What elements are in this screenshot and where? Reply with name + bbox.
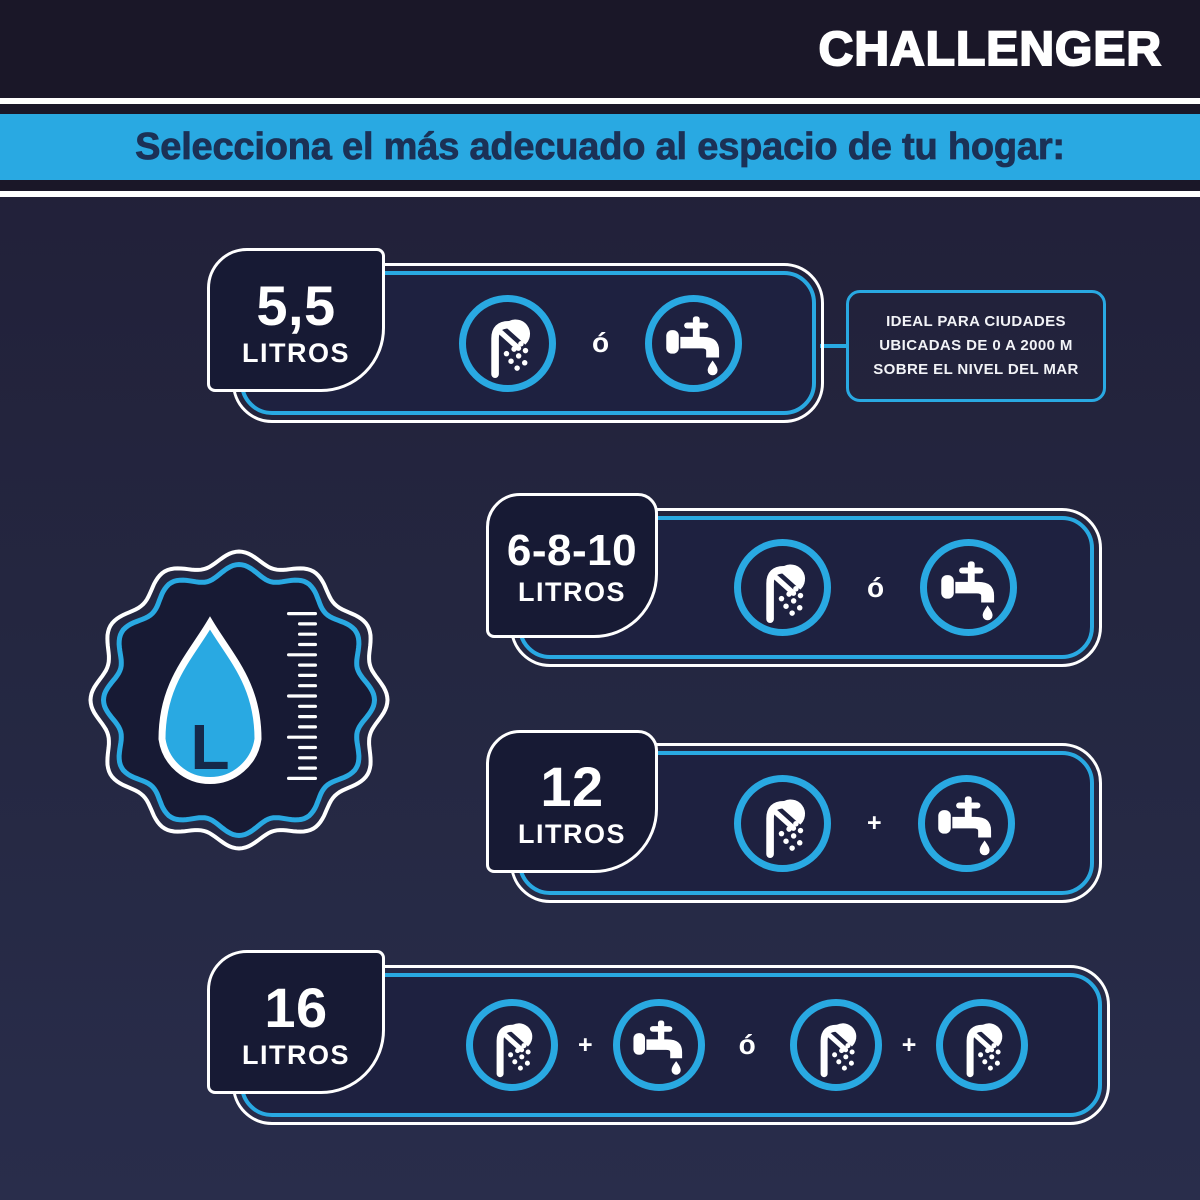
altitude-note: IDEAL PARA CIUDADES UBICADAS DE 0 A 2000… — [846, 290, 1106, 402]
plus-separator: + — [901, 1030, 917, 1059]
shower-icon — [789, 999, 882, 1091]
top-band — [0, 0, 1200, 98]
shower-icon — [936, 999, 1029, 1091]
usage-icons: ó — [734, 520, 1018, 655]
plus-separator: + — [867, 808, 882, 837]
capacity-value: 5,5 — [256, 273, 336, 337]
band-gap — [0, 104, 1200, 114]
capacity-value: 16 — [264, 975, 328, 1039]
ruler-icon — [287, 612, 317, 780]
capacity-badge: 12 LITROS — [486, 730, 658, 873]
usage-icons: + — [734, 755, 1015, 891]
or-separator: ó — [738, 1029, 756, 1060]
usage-icons: + ó + — [466, 977, 1029, 1113]
liters-letter: L — [190, 711, 229, 783]
altitude-note-line: SOBRE EL NIVEL DEL MAR — [873, 361, 1079, 378]
capacity-badge: 6-8-10 LITROS — [486, 493, 658, 638]
band-gap — [0, 180, 1200, 191]
shower-icon — [734, 774, 831, 872]
seal-wavy-outer — [88, 549, 390, 851]
plus-separator: + — [578, 1030, 593, 1059]
capacity-value: 12 — [540, 755, 604, 818]
capacity-unit: LITROS — [242, 1039, 350, 1070]
shower-icon — [466, 999, 558, 1091]
faucet-icon — [612, 999, 705, 1091]
page-title: Selecciona el más adecuado al espacio de… — [135, 125, 1066, 168]
shower-icon — [734, 539, 831, 636]
note-connector — [820, 344, 846, 348]
faucet-icon — [920, 539, 1018, 636]
usage-icons: ó — [459, 275, 743, 411]
altitude-note-line: UBICADAS DE 0 A 2000 M — [879, 337, 1073, 354]
capacity-badge: 5,5 LITROS — [207, 248, 385, 392]
header-banner: Selecciona el más adecuado al espacio de… — [0, 114, 1200, 180]
shower-icon — [459, 294, 556, 392]
divider-line — [0, 191, 1200, 197]
faucet-icon — [645, 294, 743, 392]
capacity-value: 6-8-10 — [506, 526, 638, 575]
faucet-icon — [917, 774, 1015, 872]
capacity-unit: LITROS — [518, 819, 626, 849]
brand-logo: CHALLENGER — [818, 22, 1162, 77]
capacity-badge: 16 LITROS — [207, 950, 385, 1094]
capacity-unit: LITROS — [518, 577, 626, 607]
capacity-unit: LITROS — [242, 337, 350, 368]
water-drop-icon — [158, 616, 262, 785]
altitude-note-line: IDEAL PARA CIUDADES — [886, 313, 1066, 330]
or-separator: ó — [592, 327, 610, 358]
or-separator: ó — [867, 571, 885, 603]
liters-seal: L — [84, 545, 394, 855]
divider-line — [0, 98, 1200, 104]
